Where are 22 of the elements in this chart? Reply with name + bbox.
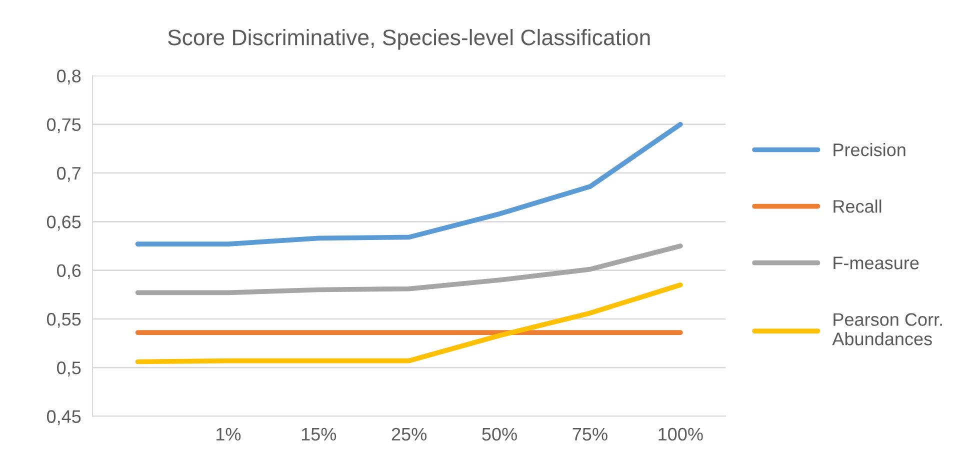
- line-series: [135, 122, 683, 246]
- y-tick-label: 0,45: [46, 410, 81, 426]
- y-tick-label: 0,55: [46, 312, 81, 328]
- y-tick-label: 0,65: [46, 216, 81, 230]
- x-tick-label: 50%: [482, 428, 517, 441]
- y-tick-label: 0,8: [57, 70, 81, 85]
- y-tick-label: 0,7: [57, 166, 81, 182]
- x-tick-label: 25%: [392, 428, 427, 441]
- legend-label: Precision: [834, 142, 906, 156]
- y-tick-label: 0,5: [57, 362, 81, 376]
- line-series: [135, 244, 683, 296]
- y-tick-label: 0,6: [57, 264, 81, 280]
- legend-label: Recall: [834, 200, 882, 213]
- legend-label: Pearson Corr. Abundances: [832, 313, 942, 346]
- chart-title: Score Discriminative, Species-level Classification: [168, 29, 650, 50]
- x-tick-label: 15%: [302, 428, 336, 441]
- legend-label: F-measure: [834, 256, 919, 270]
- x-tick-label: 75%: [572, 428, 608, 441]
- x-tick-label: 100%: [658, 428, 703, 441]
- x-tick-label: 1%: [216, 428, 241, 441]
- y-tick-label: 0,75: [46, 118, 81, 134]
- line-series: [135, 282, 683, 364]
